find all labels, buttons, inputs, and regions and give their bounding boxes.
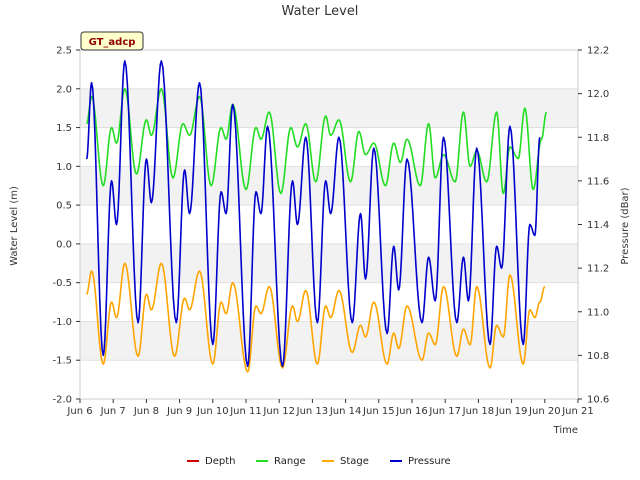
x-tick-label: Jun 10 — [196, 406, 229, 417]
y2-tick-label: 11.6 — [587, 176, 609, 187]
x-tick-label: Jun 14 — [329, 406, 362, 417]
series-line-pressure — [85, 60, 541, 368]
y2-tick-label: 12.0 — [587, 89, 609, 100]
chart-title: Water Level — [282, 4, 359, 19]
series-layer — [85, 60, 548, 373]
site-badge-label: GT_adcp — [89, 37, 136, 48]
y2-tick-label: 10.8 — [587, 351, 609, 362]
y-tick-label: -2.0 — [52, 395, 72, 406]
x-tick-label: Jun 20 — [528, 406, 561, 417]
x-axis-title: Time — [553, 425, 578, 436]
y-axis-left: 2.5 2.0 1.5 1.0 0.5 0.0 -0.5 -1.0 -1.5 -2.0 — [52, 46, 80, 406]
legend-label-stage: Stage — [340, 456, 369, 467]
series-line-stage — [86, 262, 546, 373]
y-tick-label: 0.0 — [56, 239, 72, 250]
legend-label-pressure: Pressure — [408, 456, 451, 467]
y2-tick-label: 11.4 — [587, 220, 609, 231]
y2-axis-title: Pressure (dBar) — [620, 187, 631, 264]
x-tick-label: Jun 19 — [495, 406, 528, 417]
y-axis-right: 12.2 12.0 11.8 11.6 11.4 11.2 11.0 10.8 10.6 — [578, 46, 609, 406]
y2-tick-label: 11.8 — [587, 133, 609, 144]
legend-label-range: Range — [274, 456, 306, 467]
x-tick-label: Jun 12 — [262, 406, 295, 417]
x-tick-label: Jun 18 — [462, 406, 495, 417]
x-tick-label: Jun 6 — [66, 406, 92, 417]
legend: Depth Range Stage Pressure — [187, 456, 451, 467]
x-tick-label: Jun 17 — [428, 406, 461, 417]
x-axis: Jun 6 Jun 7 Jun 8 Jun 9 Jun 10 Jun 11 Jun 12 Ju… — [66, 399, 594, 417]
x-tick-label: Jun 7 — [100, 406, 126, 417]
x-tick-label: Jun 11 — [229, 406, 262, 417]
y-tick-label: 1.5 — [56, 123, 72, 134]
y-tick-label: 1.0 — [56, 162, 72, 173]
y-tick-label: -1.0 — [52, 317, 72, 328]
x-tick-label: Jun 9 — [166, 406, 192, 417]
x-tick-label: Jun 8 — [133, 406, 159, 417]
x-tick-label: Jun 13 — [296, 406, 329, 417]
y-tick-label: -1.5 — [52, 356, 72, 367]
y-tick-label: 2.0 — [56, 84, 72, 95]
y2-tick-label: 11.2 — [587, 264, 609, 275]
y2-tick-label: 11.0 — [587, 307, 609, 318]
background-band — [80, 321, 578, 361]
y-tick-label: 0.5 — [56, 201, 72, 212]
y2-tick-label: 12.2 — [587, 46, 609, 57]
x-tick-label: Jun 15 — [362, 406, 395, 417]
x-tick-label: Jun 16 — [395, 406, 428, 417]
x-tick-label: Jun 21 — [561, 406, 594, 417]
y-tick-label: -0.5 — [52, 278, 72, 289]
y2-tick-label: 10.6 — [587, 395, 609, 406]
y-axis-title: Water Level (m) — [9, 186, 20, 266]
y-tick-label: 2.5 — [56, 46, 72, 57]
legend-label-depth: Depth — [205, 456, 235, 467]
site-badge: GT_adcp — [80, 31, 144, 51]
